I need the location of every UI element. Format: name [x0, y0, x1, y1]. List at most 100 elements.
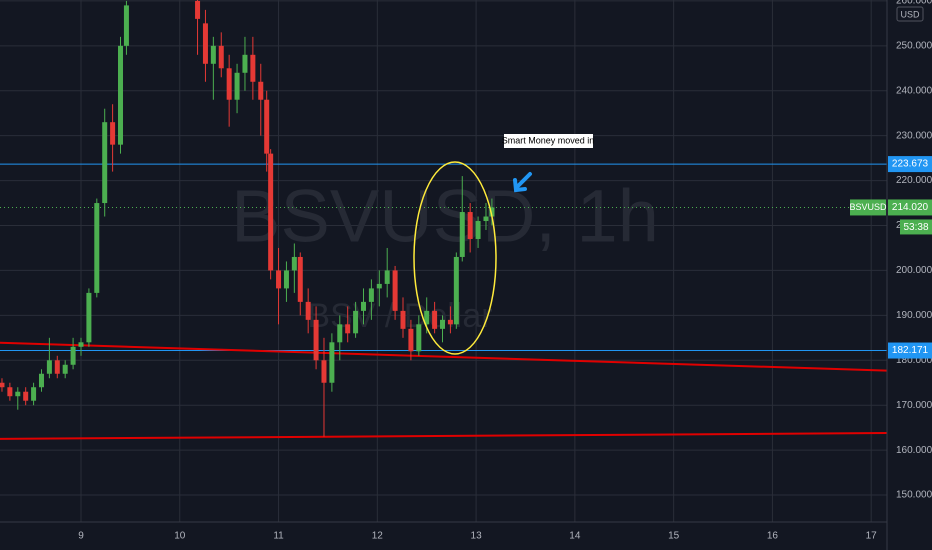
y-tick-label: 250.000 [896, 40, 932, 51]
countdown-box [900, 219, 932, 235]
x-tick-label: 10 [174, 531, 186, 542]
y-tick-label: 220.000 [896, 175, 932, 186]
last-price-box [850, 199, 886, 216]
trend-line [0, 432, 887, 440]
price-label-box [888, 342, 932, 359]
x-tick-label: 9 [78, 531, 84, 542]
trend-line [0, 341, 887, 372]
candle-body [62, 364, 68, 374]
candle-body [321, 360, 327, 383]
candle-body [123, 5, 129, 46]
candle-body [218, 45, 224, 69]
x-tick-label: 11 [273, 531, 284, 542]
y-tick-label: 170.000 [896, 400, 932, 411]
candle-body [31, 387, 37, 401]
currency-box [896, 6, 924, 22]
candle-body [38, 373, 44, 388]
candle-body [102, 122, 108, 204]
candle-body [440, 319, 446, 329]
candle-body [258, 81, 264, 100]
y-tick-label: 180.000 [896, 355, 932, 366]
price-label: 223.673 [892, 159, 929, 170]
candle-body [264, 99, 270, 154]
annotation: Smart Money moved in [502, 135, 595, 145]
candle-body [408, 328, 414, 352]
plot-area [0, 0, 887, 440]
candle-body [94, 203, 100, 293]
candle-body [353, 310, 359, 334]
last-price-label: 214.020 [892, 202, 929, 213]
candle-body [368, 288, 374, 302]
y-tick-label: 230.000 [896, 130, 932, 141]
arrow [513, 172, 532, 193]
candle-body [467, 212, 473, 239]
candle-body [210, 45, 216, 64]
candle-body [432, 310, 438, 329]
x-tick-label: 17 [866, 531, 878, 542]
countdown-label: 53:38 [903, 222, 928, 233]
x-tick-label: 15 [668, 531, 680, 542]
candle-body [305, 301, 311, 320]
candle-body [118, 45, 124, 145]
y-tick-label: 200.000 [896, 265, 932, 276]
candle-body [360, 301, 366, 311]
candle-body [392, 270, 398, 311]
candle-body [15, 391, 21, 397]
watermark-description: BSV / Dollar [307, 297, 492, 335]
x-tick-label: 16 [767, 531, 779, 542]
candle-body [337, 324, 343, 343]
candle-body [268, 153, 274, 271]
symbol-label: BSVUSD [849, 202, 887, 212]
candle-body [195, 0, 201, 19]
watermark-symbol: BSVUSD, 1h [231, 175, 659, 258]
axes: 150.000 160.000 170.000 180.000 190.000 200.0… [78, 0, 932, 542]
candle-body [459, 212, 465, 257]
y-tick-label: 160.000 [896, 445, 932, 456]
candle-body [313, 319, 319, 361]
highlight-ellipse [413, 161, 497, 355]
candle-body [453, 256, 459, 325]
candle-body [70, 346, 76, 365]
candle-body [384, 270, 390, 284]
candle-body [7, 387, 13, 397]
y-tick-label: 190.000 [896, 310, 932, 321]
candle-body [46, 360, 52, 374]
y-tick-label: 260.000 [896, 0, 932, 7]
candle-body [276, 270, 282, 289]
candle-body [250, 54, 256, 82]
candle-body [329, 342, 335, 383]
candle-body [345, 324, 351, 334]
candle-body [0, 382, 5, 388]
candle-body [78, 342, 84, 347]
currency-label: USD [900, 9, 920, 19]
candle-body [489, 207, 495, 217]
candle-body [376, 283, 382, 289]
candle-body [234, 72, 240, 100]
candle-body [283, 270, 289, 289]
candle-body [400, 310, 406, 329]
candle-body [242, 54, 248, 73]
price-label: 182.171 [892, 345, 929, 356]
x-tick-label: 13 [471, 531, 483, 542]
price-label-box [888, 156, 932, 173]
candle-body [291, 256, 297, 271]
annotation-box [504, 134, 593, 148]
candle-body [416, 324, 422, 352]
candle-body [54, 360, 60, 374]
candle-body [202, 23, 208, 64]
grid [0, 0, 887, 522]
candle-body [447, 319, 453, 325]
last-price-value-box [888, 199, 932, 216]
y-tick-label: 240.000 [896, 85, 932, 96]
candle-body [297, 256, 303, 302]
x-tick-label: 12 [372, 531, 384, 542]
candle-body [110, 122, 116, 145]
x-tick-label: 14 [569, 531, 581, 542]
candle-body [475, 221, 481, 239]
candle-body [23, 391, 29, 401]
candle-body [86, 292, 92, 343]
candle-body [226, 68, 232, 100]
y-tick-label: 150.000 [896, 490, 932, 501]
